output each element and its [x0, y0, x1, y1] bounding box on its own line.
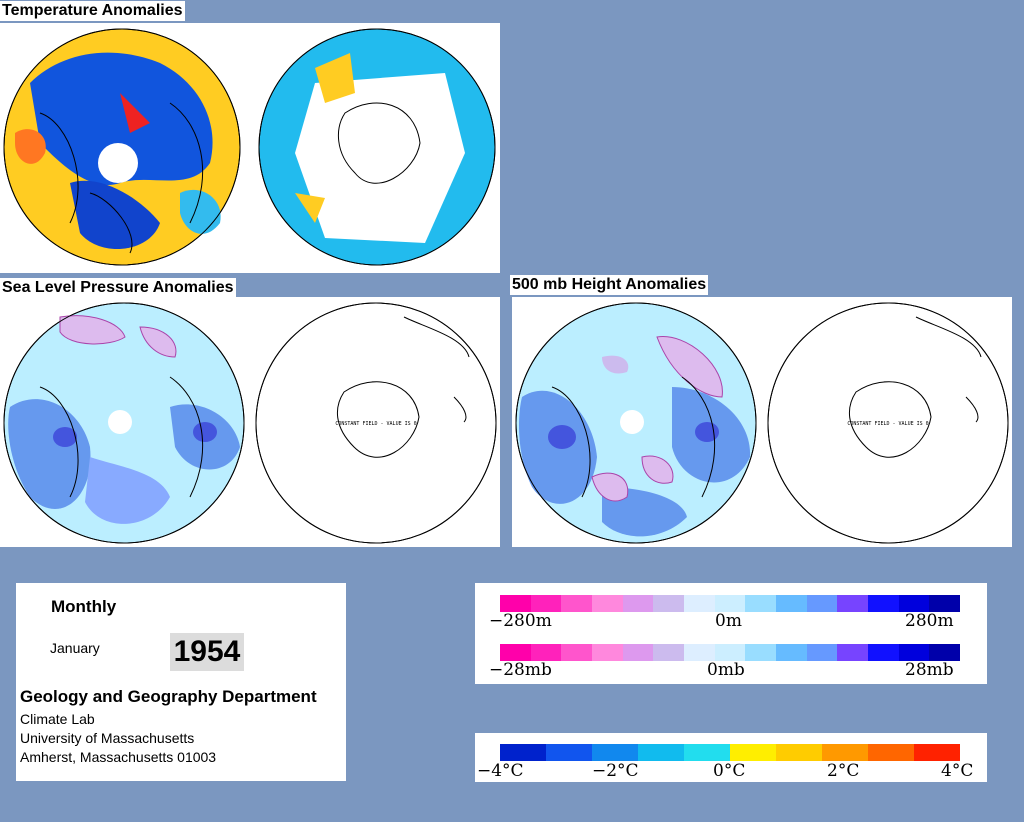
department-label: Geology and Geography Department: [20, 687, 317, 706]
height-legend-min: −280m: [489, 611, 552, 631]
temperature-legend-tick-3: 2°C: [827, 761, 860, 781]
temperature-color-bar: [500, 744, 960, 761]
height-scale-swatch-9: [776, 595, 807, 612]
pressure-legend-zero: 0mb: [707, 660, 745, 680]
temperature-scale-swatch-1: [546, 744, 592, 761]
info-box: Monthly January 1954 Geology and Geograp…: [16, 583, 346, 781]
temperature-northern-hemisphere-map: [3, 28, 241, 266]
temperature-legend: −4°C −2°C 0°C 2°C 4°C: [475, 733, 987, 782]
pressure-scale-swatch-14: [929, 644, 961, 661]
pressure-scale-swatch-4: [622, 644, 654, 661]
pressure-scale-swatch-10: [806, 644, 838, 661]
pressure-legend-max: 28mb: [905, 660, 954, 680]
height-scale-swatch-1: [530, 595, 562, 612]
temperature-scale-swatch-7: [822, 744, 868, 761]
slp-southern-hemisphere-map: CONSTANT FIELD - VALUE IS 0: [255, 302, 497, 544]
pressure-scale-swatch-11: [837, 644, 869, 661]
temperature-anomalies-title: Temperature Anomalies: [0, 1, 185, 21]
height-scale-swatch-6: [684, 595, 715, 612]
slp-northern-hemisphere-map: [3, 302, 245, 544]
temperature-scale-swatch-8: [868, 744, 914, 761]
temperature-legend-tick-4: 4°C: [941, 761, 974, 781]
pressure-scale-swatch-2: [561, 644, 593, 661]
height500-constant-field-note: CONSTANT FIELD - VALUE IS 0: [847, 421, 928, 427]
year-label: 1954: [170, 633, 244, 671]
height-scale-swatch-13: [898, 595, 930, 612]
height-scale-swatch-3: [592, 595, 623, 612]
pressure-scale-swatch-9: [776, 644, 807, 661]
height-scale-swatch-7: [714, 595, 746, 612]
height-scale-swatch-8: [745, 595, 777, 612]
pressure-legend-min: −28mb: [489, 660, 552, 680]
height-scale-swatch-2: [561, 595, 593, 612]
slp-anomalies-title: Sea Level Pressure Anomalies: [0, 278, 236, 298]
height-scale-swatch-14: [929, 595, 961, 612]
pressure-color-bar: [500, 644, 961, 661]
height-scale-swatch-11: [837, 595, 869, 612]
temperature-scale-swatch-3: [638, 744, 684, 761]
temperature-legend-tick-1: −2°C: [592, 761, 639, 781]
temperature-legend-tick-0: −4°C: [477, 761, 524, 781]
height500-northern-hemisphere-map: [515, 302, 757, 544]
pressure-scale-swatch-7: [714, 644, 746, 661]
month-label: January: [50, 640, 100, 656]
height-legend-zero: 0m: [715, 611, 742, 631]
height-scale-swatch-10: [806, 595, 838, 612]
height500-southern-hemisphere-map: CONSTANT FIELD - VALUE IS 0: [767, 302, 1009, 544]
temperature-panel: [0, 23, 500, 273]
pressure-scale-swatch-8: [745, 644, 777, 661]
temperature-southern-hemisphere-map: [258, 28, 496, 266]
temperature-legend-tick-2: 0°C: [713, 761, 746, 781]
slp-panel: CONSTANT FIELD - VALUE IS 0: [0, 297, 500, 547]
height500-anomalies-title: 500 mb Height Anomalies: [510, 275, 709, 295]
height-legend-max: 280m: [905, 611, 954, 631]
height-scale-swatch-5: [653, 595, 685, 612]
height-scale-swatch-12: [868, 595, 899, 612]
university-label: University of Massachusetts: [20, 730, 195, 746]
pressure-scale-swatch-1: [530, 644, 562, 661]
address-label: Amherst, Massachusetts 01003: [20, 749, 217, 765]
height-scale-swatch-4: [622, 595, 654, 612]
temperature-scale-swatch-4: [684, 744, 730, 761]
temperature-scale-swatch-6: [776, 744, 822, 761]
temperature-scale-swatch-0: [500, 744, 546, 761]
height-pressure-legend: −280m 0m 280m −28mb 0mb 28mb: [475, 583, 987, 684]
pressure-scale-swatch-3: [592, 644, 623, 661]
height500-panel: CONSTANT FIELD - VALUE IS 0: [512, 297, 1012, 547]
temperature-scale-swatch-2: [592, 744, 638, 761]
lab-label: Climate Lab: [20, 711, 95, 727]
height-scale-swatch-0: [500, 595, 531, 612]
pressure-scale-swatch-13: [898, 644, 930, 661]
pressure-scale-swatch-12: [868, 644, 899, 661]
temperature-scale-swatch-5: [730, 744, 776, 761]
pressure-scale-swatch-6: [684, 644, 715, 661]
temperature-scale-swatch-9: [914, 744, 960, 761]
pressure-scale-swatch-0: [500, 644, 531, 661]
height-color-bar: [500, 595, 961, 612]
pressure-scale-swatch-5: [653, 644, 685, 661]
period-label: Monthly: [51, 597, 117, 616]
slp-constant-field-note: CONSTANT FIELD - VALUE IS 0: [335, 421, 416, 427]
